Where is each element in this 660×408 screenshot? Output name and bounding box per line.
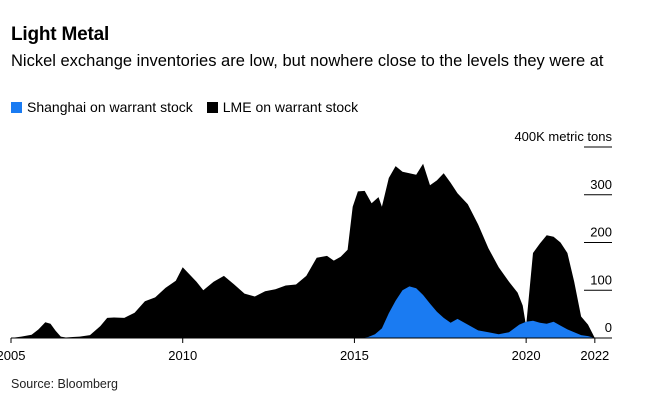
source-note: Source: Bloomberg xyxy=(11,377,119,391)
y-tick-label-0: 0 xyxy=(605,320,612,335)
y-axis: 0 100 200 300 400K metric tons xyxy=(514,129,612,335)
chart-subtitle: Nickel exchange inventories are low, but… xyxy=(11,52,604,70)
legend-item-lme: LME on warrant stock xyxy=(206,99,359,115)
y-tick-label-200: 200 xyxy=(590,225,612,240)
x-tick-label-2015: 2015 xyxy=(340,348,369,363)
series-layer xyxy=(11,163,595,338)
y-tick-label-300: 300 xyxy=(590,177,612,192)
y-gridlines xyxy=(584,146,612,291)
x-tick-label-2010: 2010 xyxy=(168,348,197,363)
legend-swatch-shanghai xyxy=(11,101,22,113)
x-tick-label-2022: 2022 xyxy=(580,348,609,363)
legend: Shanghai on warrant stock LME on warrant… xyxy=(11,99,372,115)
legend-item-shanghai: Shanghai on warrant stock xyxy=(11,99,193,115)
chart-title: Light Metal xyxy=(11,24,110,45)
legend-label-lme: LME on warrant stock xyxy=(222,99,359,115)
shanghai-stock-area xyxy=(354,286,595,338)
legend-swatch-lme xyxy=(206,101,218,113)
x-tick-label-2020: 2020 xyxy=(512,348,541,363)
y-tick-label-400: 400K metric tons xyxy=(514,129,612,144)
x-tick-label-2005: 2005 xyxy=(0,348,25,363)
legend-label-shanghai: Shanghai on warrant stock xyxy=(27,99,193,115)
y-tick-label-100: 100 xyxy=(590,272,612,287)
lme-stock-area xyxy=(11,163,595,338)
x-axis: 2005 2010 2015 2020 2022 xyxy=(0,338,609,363)
